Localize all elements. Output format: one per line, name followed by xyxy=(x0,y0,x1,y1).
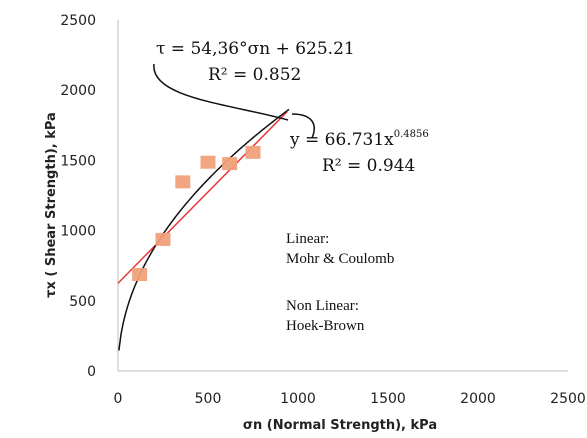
y-axis-title: τx ( Shear Strength), kPa xyxy=(44,112,59,298)
x-tick-label: 500 xyxy=(195,391,222,407)
linear-leader-curve xyxy=(153,63,289,121)
data-point xyxy=(175,175,191,189)
data-point xyxy=(155,232,171,246)
x-tick-labels: 0 500 1000 1500 2000 2500 xyxy=(114,391,586,407)
linear-equation-label: τ = 54,36°σn + 625.21 R² = 0.852 xyxy=(156,39,355,85)
linear-fit-line xyxy=(117,111,288,284)
power-fit-curve xyxy=(118,108,290,351)
nonlinear-method-name: Hoek-Brown xyxy=(286,318,365,334)
data-points xyxy=(132,145,261,282)
data-point xyxy=(200,155,216,169)
y-tick-label: 2500 xyxy=(60,13,96,29)
axes xyxy=(117,20,568,372)
linear-equation: τ = 54,36°σn + 625.21 xyxy=(156,39,355,59)
svg-text:y = 66.731x0.4856: y = 66.731x0.4856 xyxy=(289,129,429,150)
linear-method-name: Mohr & Coulomb xyxy=(286,251,394,267)
y-tick-label: 0 xyxy=(87,364,96,380)
y-tick-label: 500 xyxy=(69,294,96,310)
method-annotations: Linear: Mohr & Coulomb Non Linear: Hoek-… xyxy=(286,231,394,334)
power-exponent: 0.4856 xyxy=(394,129,429,140)
nonlinear-method-title: Non Linear: xyxy=(286,298,359,314)
y-tick-label: 1000 xyxy=(60,224,96,240)
power-equation-label: y = 66.731x0.4856 R² = 0.944 xyxy=(289,129,429,176)
x-axis-title: σn (Normal Strength), kPa xyxy=(243,418,437,433)
data-point xyxy=(222,157,238,171)
power-leader-curve xyxy=(291,113,315,139)
y-tick-labels: 0 500 1000 1500 2000 2500 xyxy=(60,13,96,380)
x-tick-label: 0 xyxy=(114,391,123,407)
data-point xyxy=(132,268,148,282)
y-tick-label: 2000 xyxy=(60,83,96,99)
x-tick-label: 2000 xyxy=(460,391,496,407)
power-equation: y = 66.731x xyxy=(289,130,394,150)
x-tick-label: 2500 xyxy=(550,391,586,407)
linear-method-title: Linear: xyxy=(286,231,329,247)
x-tick-label: 1000 xyxy=(280,391,316,407)
fit-lines xyxy=(117,108,290,351)
data-point xyxy=(245,145,261,159)
power-r2: R² = 0.944 xyxy=(322,156,415,176)
y-tick-label: 1500 xyxy=(60,153,96,169)
x-tick-label: 1500 xyxy=(370,391,406,407)
linear-r2: R² = 0.852 xyxy=(208,65,301,85)
